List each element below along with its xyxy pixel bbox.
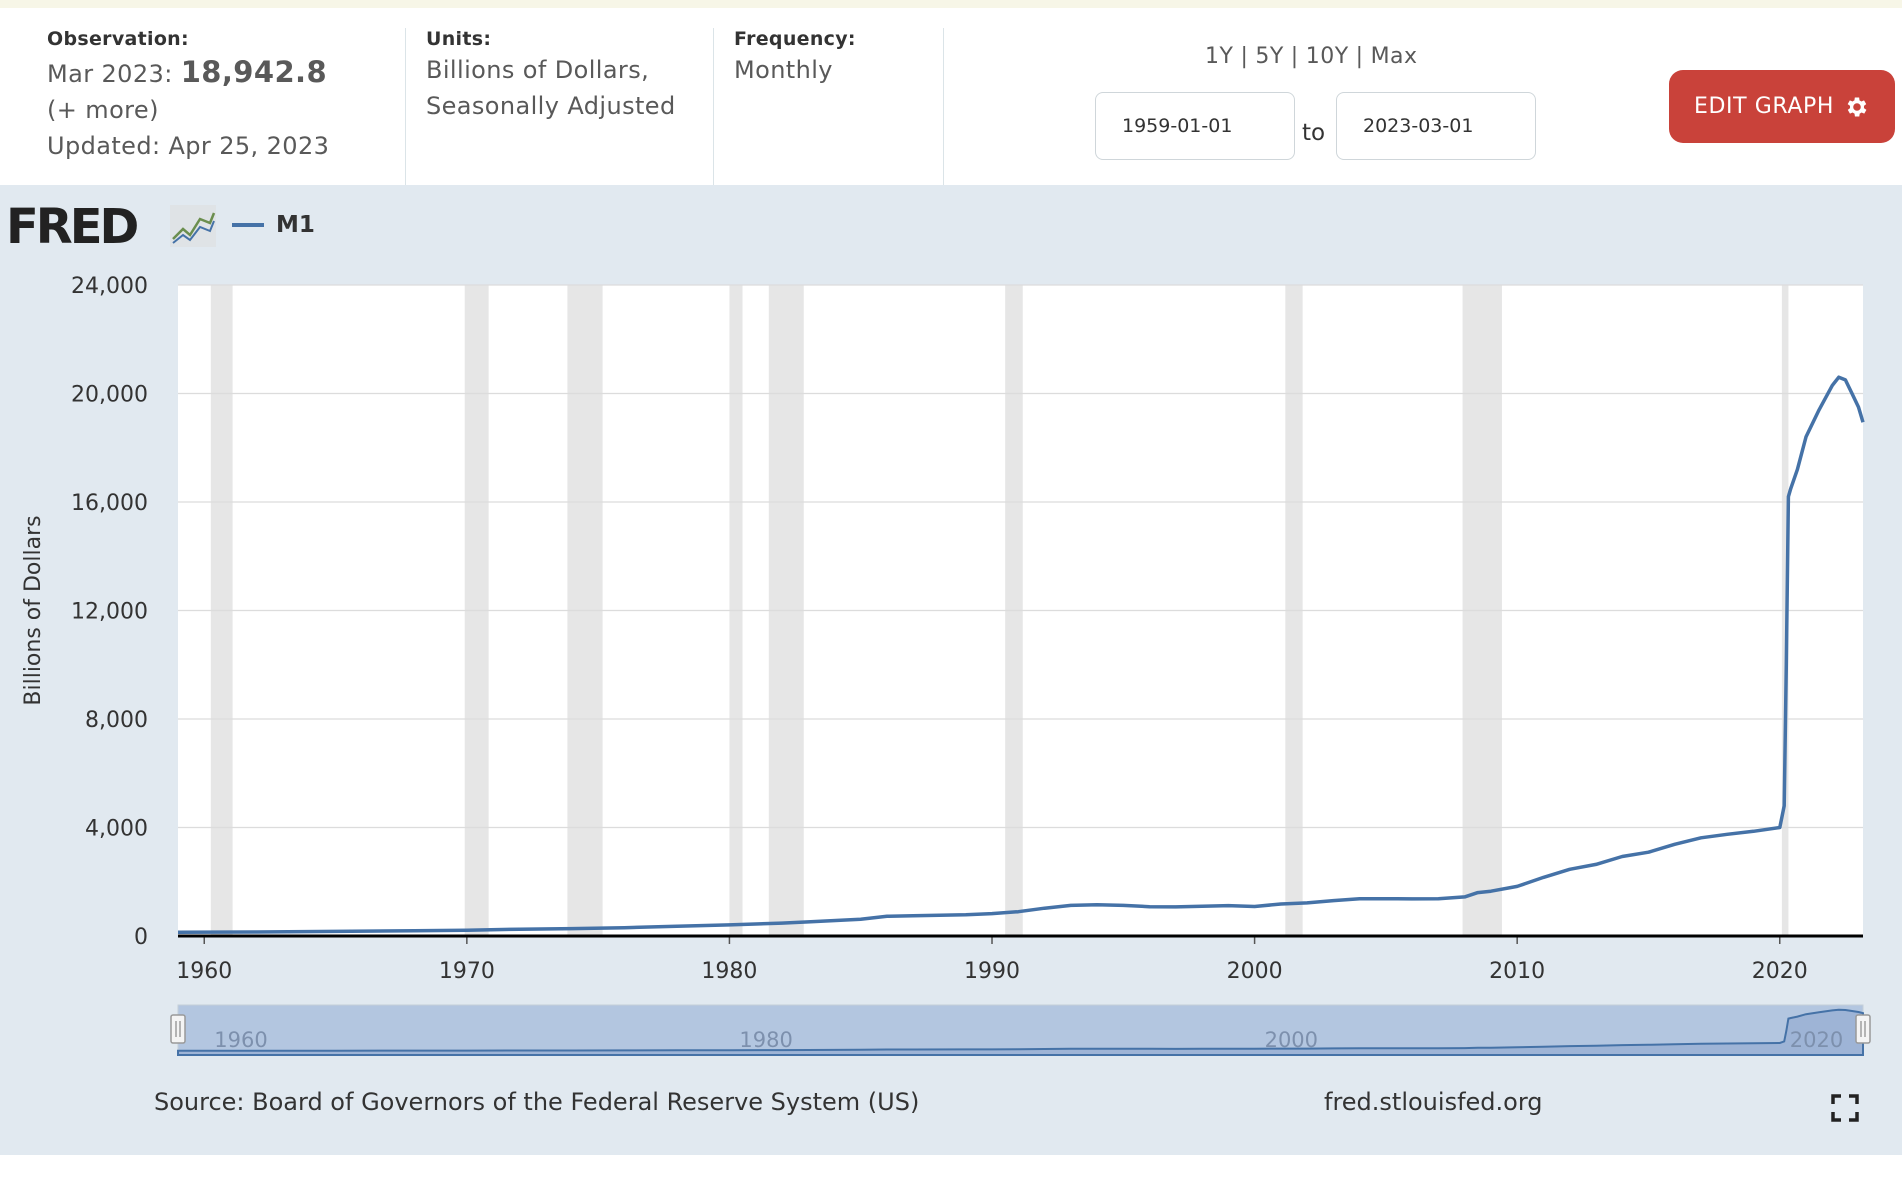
range-separator: | <box>1240 44 1249 69</box>
range-5y-link[interactable]: 5Y <box>1255 44 1284 69</box>
frequency-panel: Frequency: Monthly <box>714 28 944 185</box>
y-axis-label: Billions of Dollars <box>21 515 46 705</box>
x-tick-label: 1980 <box>701 959 757 984</box>
navigator-label: 1960 <box>214 1028 267 1052</box>
legend-label-m1: M1 <box>276 212 315 238</box>
navigator-label: 1980 <box>739 1028 792 1052</box>
y-tick-label: 0 <box>134 925 148 950</box>
series-line-m1 <box>177 375 1865 934</box>
more-observations-link[interactable]: (+ more) <box>47 96 159 124</box>
y-tick-label: 4,000 <box>85 817 148 842</box>
start-date-input[interactable] <box>1095 92 1295 160</box>
line-chart: 0 4,000 8,000 12,000 16,000 20,000 24,000 1960 1… <box>21 274 1871 1056</box>
y-tick-label: 12,000 <box>71 600 148 625</box>
y-tick-label: 24,000 <box>71 274 148 299</box>
units-line-1: Billions of Dollars, <box>426 56 650 84</box>
observation-value: 18,942.8 <box>180 55 328 89</box>
y-tick-label: 20,000 <box>71 383 148 408</box>
navigator-label: 2000 <box>1265 1028 1318 1052</box>
trend-chart-icon <box>170 205 216 247</box>
top-strip <box>0 0 1902 8</box>
units-label: Units: <box>426 28 492 50</box>
y-tick-label: 16,000 <box>71 491 148 516</box>
x-tick-label: 1990 <box>964 959 1020 984</box>
range-links: 1Y | 5Y | 10Y | Max <box>1205 44 1565 69</box>
navigator-handle[interactable] <box>170 1014 186 1044</box>
x-tick-label: 1970 <box>439 959 495 984</box>
range-max-link[interactable]: Max <box>1370 44 1418 69</box>
chart-legend: M1 <box>232 212 315 238</box>
range-separator: | <box>1355 44 1364 69</box>
end-date-input[interactable] <box>1336 92 1536 160</box>
series-header: Observation: Mar 2023: 18,942.8 (+ more)… <box>0 8 1902 185</box>
navigator-series <box>177 1008 1864 1056</box>
date-range-to-label: to <box>1302 120 1326 146</box>
x-tick-label: 2010 <box>1489 959 1545 984</box>
edit-graph-label: EDIT GRAPH <box>1693 94 1835 119</box>
units-panel: Units: Billions of Dollars, Seasonally A… <box>406 28 714 185</box>
range-separator: | <box>1290 44 1299 69</box>
units-line-2: Seasonally Adjusted <box>426 92 676 120</box>
updated-date: Updated: Apr 25, 2023 <box>47 132 330 160</box>
navigator-label: 2020 <box>1790 1028 1843 1052</box>
frequency-label: Frequency: <box>734 28 856 50</box>
observation-label: Observation: <box>47 28 189 50</box>
observation-date: Mar 2023: <box>47 60 173 88</box>
bottom-strip <box>0 1155 1902 1177</box>
fullscreen-icon[interactable] <box>1830 1093 1860 1123</box>
x-tick-label: 1960 <box>176 959 232 984</box>
observation-panel: Observation: Mar 2023: 18,942.8 (+ more)… <box>0 28 406 185</box>
navigator-handle[interactable] <box>1855 1014 1871 1044</box>
y-tick-label: 8,000 <box>85 708 148 733</box>
frequency-value: Monthly <box>734 56 833 84</box>
source-text: Source: Board of Governors of the Federa… <box>154 1088 920 1116</box>
edit-graph-button[interactable]: EDIT GRAPH <box>1669 70 1895 143</box>
fred-logo[interactable]: FRED <box>6 199 139 255</box>
range-10y-link[interactable]: 10Y <box>1305 44 1349 69</box>
x-tick-label: 2000 <box>1227 959 1283 984</box>
x-tick-label: 2020 <box>1752 959 1808 984</box>
fred-site-link[interactable]: fred.stlouisfed.org <box>1324 1088 1543 1116</box>
gear-icon <box>1847 96 1867 117</box>
legend-swatch-m1 <box>232 223 264 227</box>
range-1y-link[interactable]: 1Y <box>1205 44 1234 69</box>
